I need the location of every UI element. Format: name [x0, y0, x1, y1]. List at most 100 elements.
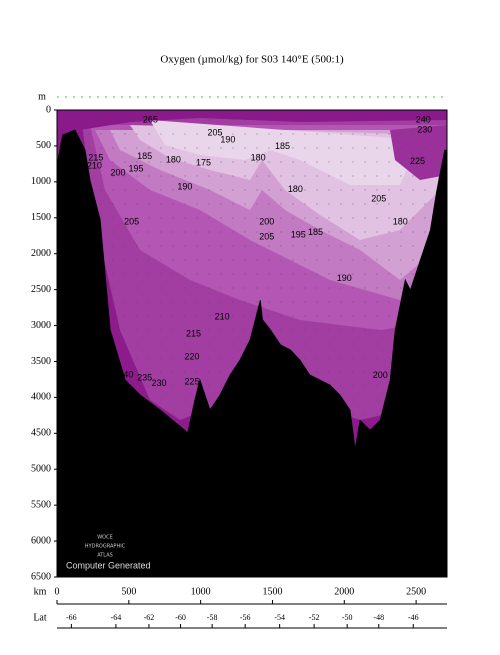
sample-dot	[280, 175, 282, 177]
sample-dot	[220, 203, 222, 205]
sample-dot	[304, 231, 306, 233]
sample-dot	[280, 301, 282, 303]
y-tick-label: 4500	[31, 428, 51, 439]
sample-dot	[268, 147, 270, 149]
contour-label: 225	[185, 377, 200, 387]
sample-dot	[184, 259, 186, 261]
sample-dot	[268, 161, 270, 163]
sample-dot	[256, 287, 258, 289]
sample-dot	[316, 273, 318, 275]
sample-dot	[232, 189, 234, 191]
sample-dot	[112, 259, 114, 261]
sample-dot	[364, 343, 366, 345]
sample-dot	[340, 329, 342, 331]
sample-dot	[148, 119, 150, 121]
sample-dot	[172, 399, 174, 401]
sample-dot	[232, 259, 234, 261]
sample-dot	[172, 245, 174, 247]
sample-dot	[220, 287, 222, 289]
sample-dot	[208, 189, 210, 191]
sample-dot	[148, 357, 150, 359]
sample-dot	[304, 119, 306, 121]
sample-dot	[364, 413, 366, 415]
sample-dot	[220, 371, 222, 373]
sample-dot	[244, 273, 246, 275]
sample-dot	[280, 315, 282, 317]
sample-dot	[112, 287, 114, 289]
sample-dot	[172, 385, 174, 387]
sample-dot	[172, 175, 174, 177]
sample-dot	[220, 161, 222, 163]
sample-dot	[220, 133, 222, 135]
sample-dot	[136, 329, 138, 331]
sample-dot	[412, 245, 414, 247]
contour-label: 195	[128, 163, 143, 173]
sample-dot	[112, 175, 114, 177]
x-tick-label: 1500	[262, 586, 282, 597]
sample-dot	[328, 189, 330, 191]
sample-dot	[256, 147, 258, 149]
sample-dot	[328, 203, 330, 205]
sample-dot	[412, 189, 414, 191]
sample-dot	[100, 147, 102, 149]
sample-dot	[424, 133, 426, 135]
sample-dot	[136, 301, 138, 303]
sample-dot	[328, 301, 330, 303]
sample-dot	[400, 217, 402, 219]
sample-dot	[292, 133, 294, 135]
sample-dot	[160, 357, 162, 359]
sample-dot	[148, 329, 150, 331]
sample-dot	[112, 217, 114, 219]
sample-dot	[352, 357, 354, 359]
sample-dot	[124, 189, 126, 191]
sample-dot	[172, 161, 174, 163]
sample-dot	[244, 259, 246, 261]
logo-text: ATLAS	[97, 553, 113, 559]
sample-dot	[208, 147, 210, 149]
sample-dot	[172, 357, 174, 359]
sample-dot	[160, 315, 162, 317]
sample-dot	[256, 231, 258, 233]
contour-label: 220	[185, 352, 200, 362]
contour-label: 180	[393, 216, 408, 226]
sample-dot	[316, 329, 318, 331]
sample-dot	[292, 259, 294, 261]
sample-dot	[388, 259, 390, 261]
sample-dot	[280, 231, 282, 233]
sample-dot	[160, 161, 162, 163]
sample-dot	[172, 301, 174, 303]
sample-dot	[256, 189, 258, 191]
sample-dot	[376, 189, 378, 191]
sample-dot	[328, 287, 330, 289]
sample-dot	[352, 371, 354, 373]
sample-dot	[292, 343, 294, 345]
sample-dot	[244, 203, 246, 205]
sample-dot	[352, 329, 354, 331]
sample-dot	[124, 147, 126, 149]
contour-label: 200	[373, 370, 388, 380]
sample-dot	[280, 245, 282, 247]
sample-dot	[136, 189, 138, 191]
sample-dot	[244, 231, 246, 233]
sample-dot	[124, 273, 126, 275]
sample-dot	[232, 329, 234, 331]
sample-dot	[256, 203, 258, 205]
sample-dot	[244, 245, 246, 247]
sample-dot	[172, 217, 174, 219]
y-tick-label: 2000	[31, 248, 51, 259]
sample-dot	[124, 259, 126, 261]
sample-dot	[220, 343, 222, 345]
sample-dot	[160, 329, 162, 331]
sample-dot	[412, 217, 414, 219]
sample-dot	[256, 301, 258, 303]
lat-tick-label: -56	[240, 613, 251, 622]
sample-dot	[376, 399, 378, 401]
sample-dot	[352, 119, 354, 121]
sample-dot	[304, 147, 306, 149]
sample-dot	[184, 273, 186, 275]
sample-dot	[172, 371, 174, 373]
sample-dot	[184, 315, 186, 317]
contour-label: 210	[87, 160, 102, 170]
contour-label: 180	[288, 184, 303, 194]
